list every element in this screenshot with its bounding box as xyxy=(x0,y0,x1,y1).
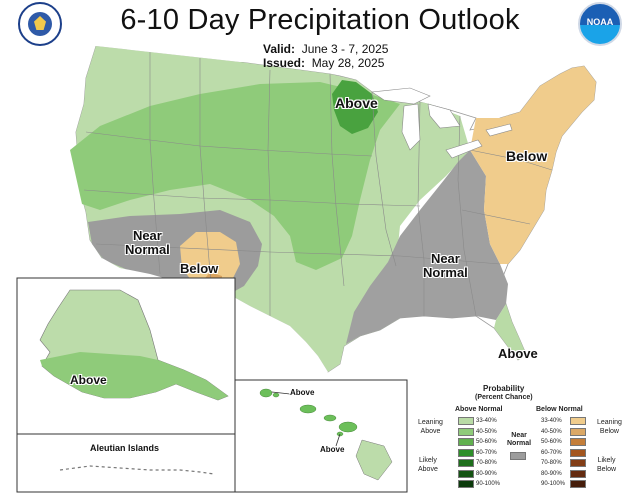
legend-below-range: 40-50% xyxy=(541,428,562,435)
legend-leaning-above: Leaning Above xyxy=(418,419,443,435)
legend-below-range: 50-60% xyxy=(541,439,562,445)
legend-above-range: 70-80% xyxy=(476,460,497,466)
noaa-logo-text: NOAA xyxy=(586,17,614,27)
legend-above-range: 40-50% xyxy=(476,428,497,435)
label-aleutian-islands: Aleutian Islands xyxy=(90,443,160,453)
hawaii-pointer-1 xyxy=(271,391,291,395)
legend-above-swatch xyxy=(458,438,474,446)
legend-below-swatch xyxy=(570,480,586,488)
legend-subtitle: (Percent Chance) xyxy=(475,394,533,401)
legend-near-normal-swatch xyxy=(510,452,526,460)
legend-above-header: Above Normal xyxy=(455,406,503,413)
legend-below-swatch xyxy=(570,438,586,446)
legend-below-swatch xyxy=(570,427,586,436)
aleutian-islands-shape xyxy=(59,465,215,475)
label-above-hawaii-1: Above xyxy=(290,388,315,397)
legend-above-swatch xyxy=(458,459,474,467)
label-above-north: Above xyxy=(335,95,378,111)
label-below-southwest: Below xyxy=(180,261,219,276)
legend-above-swatch xyxy=(458,480,474,488)
great-lakes xyxy=(371,87,513,159)
hawaii-big-island xyxy=(355,439,393,481)
hawaii-pointer-2 xyxy=(335,433,341,447)
legend-above-swatch xyxy=(458,427,474,436)
legend-above-range: 80-90% xyxy=(476,470,497,477)
canada-blank xyxy=(0,0,640,90)
legend-below-range: 33-40% xyxy=(541,418,562,424)
below-southwest-region xyxy=(180,232,240,290)
legend-below-swatch xyxy=(570,448,586,457)
state-lines xyxy=(83,52,553,317)
legend-below-range: 80-90% xyxy=(541,470,562,477)
near-normal-southeast-region xyxy=(346,150,508,344)
below-east-region xyxy=(470,66,596,264)
issued-date: Issued: May 28, 2025 xyxy=(263,56,385,70)
label-above-florida: Above xyxy=(498,346,538,361)
legend-below-range: 70-80% xyxy=(541,460,562,466)
legend-above-swatch xyxy=(458,469,474,478)
legend-above-range: 60-70% xyxy=(476,449,497,456)
doc-seal-icon xyxy=(18,2,62,46)
legend-below-swatch xyxy=(570,459,586,467)
legend-leaning-below: Leaning Below xyxy=(597,419,622,435)
legend-below-header: Below Normal xyxy=(536,406,583,413)
legend-above-swatch xyxy=(458,448,474,457)
label-below-east: Below xyxy=(506,148,548,164)
legend-above-range: 33-40% xyxy=(476,418,497,424)
legend-below-swatch xyxy=(570,417,586,425)
legend-likely-above: Likely Above xyxy=(418,457,438,473)
legend-above-range: 90-100% xyxy=(476,481,501,487)
legend-title: Probability xyxy=(483,384,525,393)
label-above-hawaii-2: Above xyxy=(320,445,345,454)
legend-below-swatch xyxy=(570,469,586,478)
valid-date: Valid: June 3 - 7, 2025 xyxy=(263,42,389,56)
above-50-60-region xyxy=(332,80,378,134)
legend-near-normal: Near Normal xyxy=(507,432,532,447)
legend-likely-below: Likely Below xyxy=(597,457,617,473)
hawaii-islands xyxy=(259,388,358,437)
legend-above-range: 50-60% xyxy=(476,439,497,445)
legend-below-range: 90-100% xyxy=(541,481,566,487)
above-40-50-region xyxy=(70,82,400,270)
legend-below-range: 60-70% xyxy=(541,449,562,456)
legend-above-swatch xyxy=(458,417,474,425)
label-near-normal-west: Near Normal xyxy=(125,228,170,257)
aleutian-inset-frame xyxy=(16,433,236,493)
noaa-logo-icon: NOAA xyxy=(578,2,622,46)
florida-above-region xyxy=(494,304,526,360)
label-near-normal-southeast: Near Normal xyxy=(423,251,468,280)
label-above-alaska: Above xyxy=(70,373,107,387)
map-title: 6-10 Day Precipitation Outlook xyxy=(120,4,520,36)
alaska-above-40-50 xyxy=(40,352,228,400)
